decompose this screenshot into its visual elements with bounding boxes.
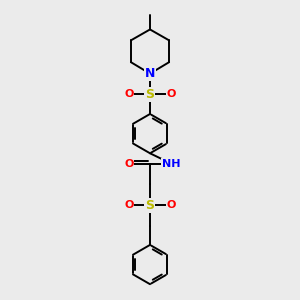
Text: O: O (124, 200, 134, 210)
Text: NH: NH (162, 159, 181, 169)
Text: O: O (124, 89, 134, 99)
Text: S: S (146, 88, 154, 101)
Text: N: N (145, 67, 155, 80)
Text: O: O (167, 89, 176, 99)
Text: S: S (146, 199, 154, 212)
Text: O: O (124, 159, 134, 169)
Text: O: O (167, 200, 176, 210)
